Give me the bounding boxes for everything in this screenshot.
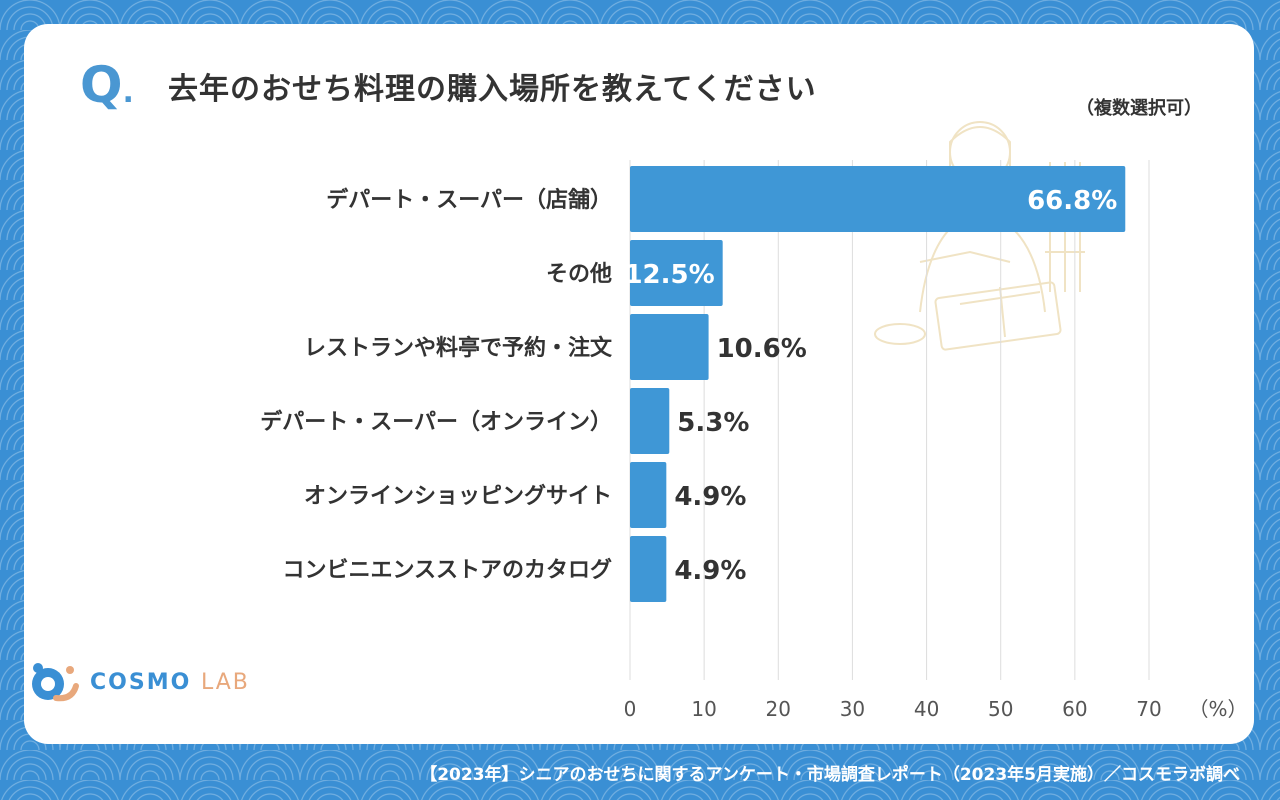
value-label: 66.8% xyxy=(1027,186,1117,216)
cosmo-lab-mark-icon xyxy=(32,663,79,702)
value-label: 12.5% xyxy=(624,260,714,290)
bar xyxy=(630,462,667,528)
x-tick-label: 50 xyxy=(988,697,1013,721)
logo-main: COSMO xyxy=(90,669,192,695)
category-label: デパート・スーパー（店舗） xyxy=(326,187,612,213)
value-label: 4.9% xyxy=(674,482,746,512)
x-tick-label: 40 xyxy=(914,697,939,721)
category-label: その他 xyxy=(546,262,612,287)
logo-sub: LAB xyxy=(200,669,250,695)
x-axis-unit: （%） xyxy=(1188,697,1247,721)
bar xyxy=(630,240,723,306)
question-mark: Q. xyxy=(80,56,134,114)
bar xyxy=(630,166,1126,232)
category-label: オンラインショッピングサイト xyxy=(304,483,612,509)
x-tick-label: 60 xyxy=(1062,697,1087,721)
multi-select-note: （複数選択可） xyxy=(1076,98,1202,119)
cosmo-lab-logo: COSMO LAB xyxy=(26,660,250,704)
category-label: レストランや料亭で予約・注文 xyxy=(304,335,613,361)
question-title: 去年のおせち料理の購入場所を教えてください xyxy=(168,72,817,107)
x-tick-label: 10 xyxy=(691,697,716,721)
chart-card xyxy=(24,24,1254,744)
bar xyxy=(630,536,667,602)
bar xyxy=(630,314,709,380)
category-label: コンビニエンスストアのカタログ xyxy=(282,557,612,583)
value-label: 5.3% xyxy=(677,408,749,438)
x-tick-label: 70 xyxy=(1136,697,1161,721)
x-tick-label: 30 xyxy=(840,697,865,721)
category-label: デパート・スーパー（オンライン） xyxy=(260,409,612,435)
x-tick-label: 20 xyxy=(766,697,791,721)
bar xyxy=(630,388,670,454)
source-footer: 【2023年】シニアのおせちに関するアンケート・市場調査レポート（2023年5月… xyxy=(420,765,1240,785)
x-tick-label: 0 xyxy=(624,697,637,721)
value-label: 10.6% xyxy=(717,334,807,364)
value-label: 4.9% xyxy=(674,556,746,586)
